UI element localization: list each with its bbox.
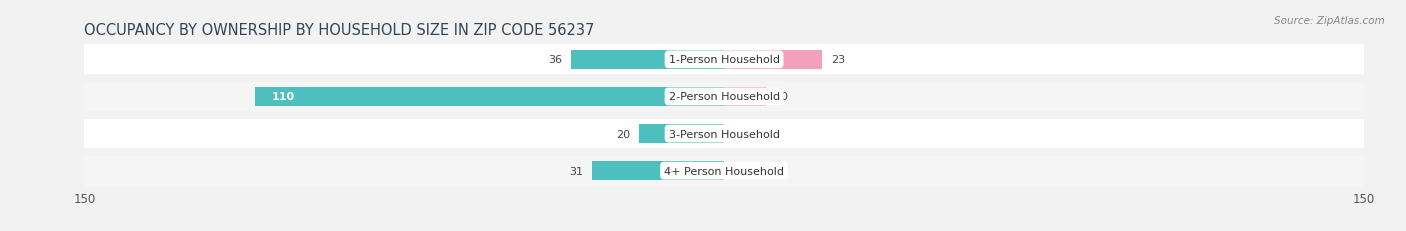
Text: 0: 0	[733, 129, 740, 139]
Text: 20: 20	[616, 129, 630, 139]
Bar	[638, 124, 724, 144]
Text: 10: 10	[775, 92, 789, 102]
Text: OCCUPANCY BY OWNERSHIP BY HOUSEHOLD SIZE IN ZIP CODE 56237: OCCUPANCY BY OWNERSHIP BY HOUSEHOLD SIZE…	[84, 23, 595, 38]
Text: 36: 36	[548, 55, 562, 65]
Bar	[84, 156, 1364, 186]
Text: 23: 23	[831, 55, 845, 65]
Text: 3-Person Household: 3-Person Household	[669, 129, 779, 139]
Text: 110: 110	[271, 92, 295, 102]
Text: 2-Person Household: 2-Person Household	[668, 92, 780, 102]
Bar	[724, 87, 766, 107]
Text: 4+ Person Household: 4+ Person Household	[664, 166, 785, 176]
Bar	[254, 87, 724, 107]
Text: 31: 31	[569, 166, 583, 176]
Bar	[84, 82, 1364, 112]
Text: Source: ZipAtlas.com: Source: ZipAtlas.com	[1274, 16, 1385, 26]
Bar	[84, 45, 1364, 75]
Bar	[592, 161, 724, 181]
Text: 0: 0	[733, 166, 740, 176]
Bar	[84, 119, 1364, 149]
Bar	[571, 50, 724, 70]
Bar	[724, 50, 823, 70]
Text: 1-Person Household: 1-Person Household	[669, 55, 779, 65]
